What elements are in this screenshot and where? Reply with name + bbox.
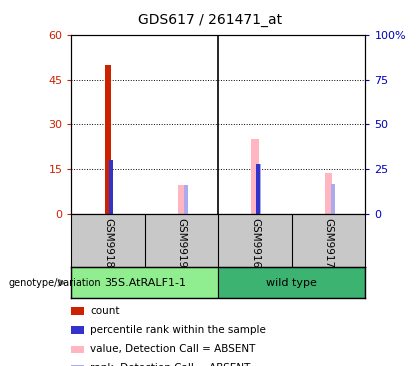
Bar [325, 173, 332, 214]
Text: GSM9919: GSM9919 [177, 219, 186, 269]
Text: genotype/variation: genotype/variation [8, 278, 101, 288]
Text: percentile rank within the sample: percentile rank within the sample [90, 325, 266, 335]
Bar [71, 267, 218, 298]
Text: GSM9918: GSM9918 [103, 219, 113, 269]
Bar [184, 186, 188, 214]
Text: wild type: wild type [266, 278, 318, 288]
Text: value, Detection Call = ABSENT: value, Detection Call = ABSENT [90, 344, 256, 354]
Bar [331, 184, 335, 214]
Bar [105, 65, 111, 214]
Text: GDS617 / 261471_at: GDS617 / 261471_at [138, 13, 282, 27]
Text: count: count [90, 306, 120, 316]
Text: GSM9916: GSM9916 [250, 219, 260, 269]
Text: 35S.AtRALF1-1: 35S.AtRALF1-1 [104, 278, 186, 288]
Text: rank, Detection Call = ABSENT: rank, Detection Call = ABSENT [90, 363, 251, 366]
Bar [178, 186, 185, 214]
Text: GSM9917: GSM9917 [324, 219, 333, 269]
Bar [252, 139, 259, 214]
Bar [218, 267, 365, 298]
Bar [109, 160, 113, 214]
Bar [258, 164, 261, 214]
Bar [256, 164, 260, 214]
